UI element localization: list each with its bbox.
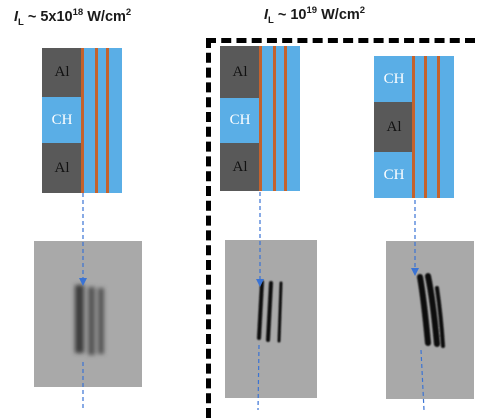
target-1-layer-middle: CH bbox=[42, 97, 82, 143]
target-1-stripe-2 bbox=[95, 48, 98, 193]
target-2-stripe-1 bbox=[259, 46, 262, 191]
xray-3-streak-1 bbox=[417, 274, 431, 346]
target-1-stripe-1 bbox=[81, 48, 84, 193]
target-schematic-1: Al CH Al bbox=[42, 48, 122, 193]
target-3-stripe-2 bbox=[424, 56, 427, 198]
xray-3-streaks bbox=[417, 273, 445, 348]
xray-2-streak-1 bbox=[257, 280, 264, 340]
xray-1-streaks bbox=[75, 285, 104, 355]
xray-3-streak-3 bbox=[435, 286, 445, 348]
xray-image-3 bbox=[386, 241, 474, 399]
xray-3-streak-2 bbox=[425, 273, 440, 347]
target-3-backing-layer bbox=[414, 56, 454, 198]
target-2-layer-top: Al bbox=[220, 46, 260, 98]
target-3-stripe-1 bbox=[412, 56, 415, 198]
target-2-layer-middle: CH bbox=[220, 98, 260, 143]
left-intensity-heading: IL ~ 5x1018 W/cm2 bbox=[14, 7, 132, 28]
target-3-layer-bottom: CH bbox=[374, 152, 414, 198]
target-3-stripe-3 bbox=[437, 56, 440, 198]
target-schematic-2: Al CH Al bbox=[220, 46, 300, 191]
right-intensity-heading: IL ~ 1019 W/cm2 bbox=[264, 5, 366, 26]
target-1-backing-layer bbox=[82, 48, 122, 193]
target-2-stripe-2 bbox=[273, 46, 276, 191]
xray-1-streak-3 bbox=[98, 288, 104, 354]
arrow-3-tail bbox=[420, 349, 425, 411]
xray-2-streak-3 bbox=[277, 281, 283, 343]
target-schematic-3: CH Al CH bbox=[374, 56, 454, 198]
target-1-stripe-3 bbox=[106, 48, 109, 193]
target-2-stripe-3 bbox=[284, 46, 287, 191]
target-2-layer-bottom: Al bbox=[220, 143, 260, 191]
xray-2-streaks bbox=[257, 280, 283, 343]
target-3-layer-top: CH bbox=[374, 56, 414, 102]
target-1-layer-top: Al bbox=[42, 48, 82, 97]
xray-1-streak-1 bbox=[75, 285, 84, 353]
target-1-layer-bottom: Al bbox=[42, 143, 82, 193]
xray-2-streak-2 bbox=[266, 281, 273, 342]
target-2-backing-layer bbox=[260, 46, 300, 191]
target-3-layer-middle: Al bbox=[374, 102, 414, 152]
high-intensity-dashed-frame bbox=[206, 38, 475, 418]
arrow-2-tail bbox=[257, 344, 260, 411]
xray-1-streak-2 bbox=[88, 287, 95, 355]
